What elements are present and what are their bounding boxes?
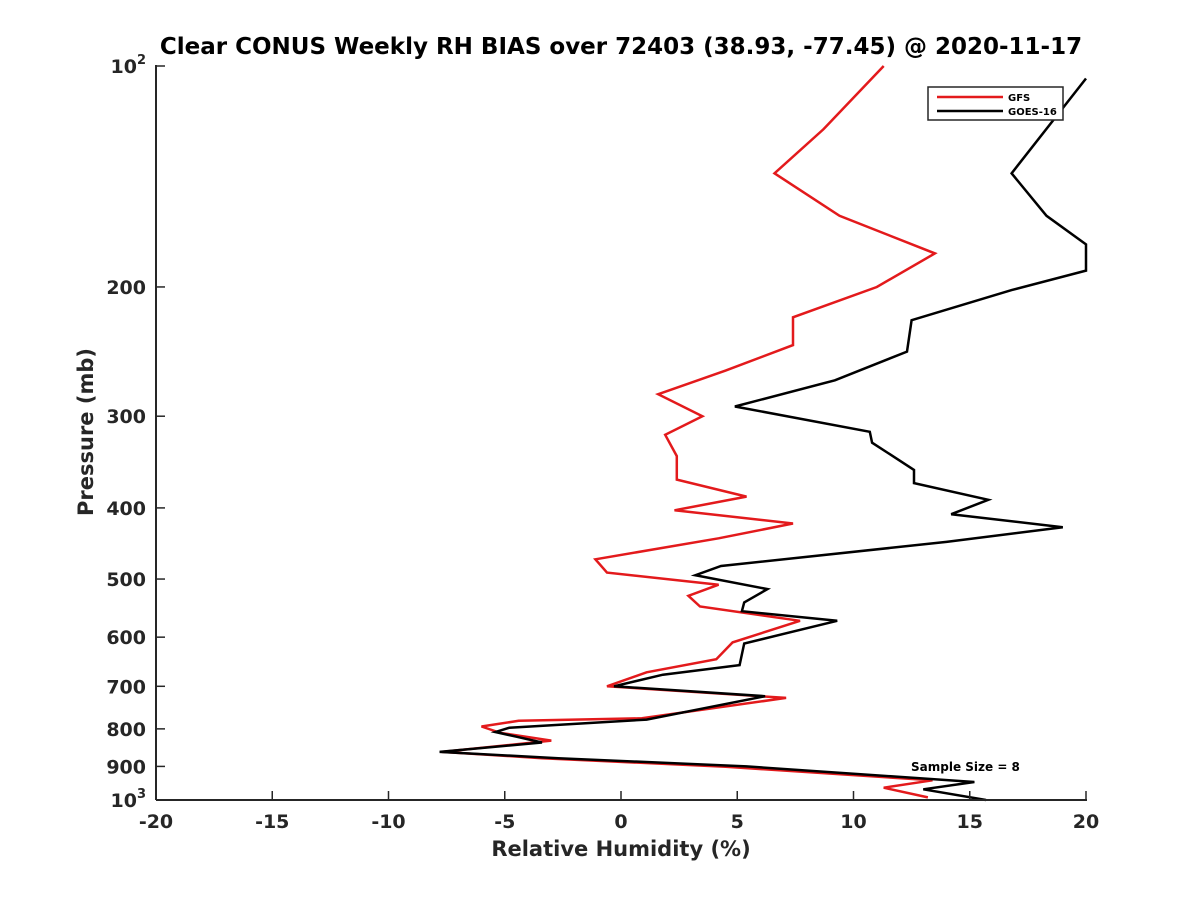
y-tick-label: 103 — [111, 787, 147, 812]
series-line-gfs — [441, 65, 938, 799]
x-tick-label: 5 — [731, 811, 744, 833]
x-tick-label: -15 — [255, 811, 289, 833]
y-tick-label: 500 — [106, 569, 146, 591]
x-tick-label: 0 — [614, 811, 627, 833]
x-tick-label: -5 — [494, 811, 515, 833]
series-line-goes16 — [439, 77, 1088, 802]
y-tick-label: 800 — [106, 719, 146, 741]
y-axis-label: Pressure (mb) — [74, 348, 98, 516]
x-ticks: -20 -15 -10 -5 0 5 10 15 20 — [139, 791, 1099, 833]
x-axis-label: Relative Humidity (%) — [491, 837, 750, 861]
x-tick-label: -20 — [139, 811, 173, 833]
y-tick-label: 102 — [111, 53, 147, 78]
plot-lines — [439, 65, 1088, 802]
x-tick-label: -10 — [371, 811, 405, 833]
y-tick-label: 200 — [106, 277, 146, 299]
chart-title: Clear CONUS Weekly RH BIAS over 72403 (3… — [160, 34, 1082, 60]
x-tick-label: 15 — [957, 811, 983, 833]
legend-box — [927, 86, 1064, 121]
y-tick-label: 700 — [106, 676, 146, 698]
y-ticks: 102 200 300 400 500 600 700 800 900 103 — [106, 53, 165, 812]
sample-size-annotation: Sample Size = 8 — [911, 760, 1020, 774]
y-tick-label: 900 — [106, 756, 146, 778]
legend: GFS GOES-16 — [927, 86, 1064, 121]
y-tick-label: 300 — [106, 406, 146, 428]
y-tick-label: 600 — [106, 627, 146, 649]
x-tick-label: 10 — [840, 811, 866, 833]
y-tick-label: 400 — [106, 498, 146, 520]
x-tick-label: 20 — [1073, 811, 1099, 833]
legend-label-goes16: GOES-16 — [1008, 107, 1057, 118]
legend-label-gfs: GFS — [1008, 93, 1030, 104]
